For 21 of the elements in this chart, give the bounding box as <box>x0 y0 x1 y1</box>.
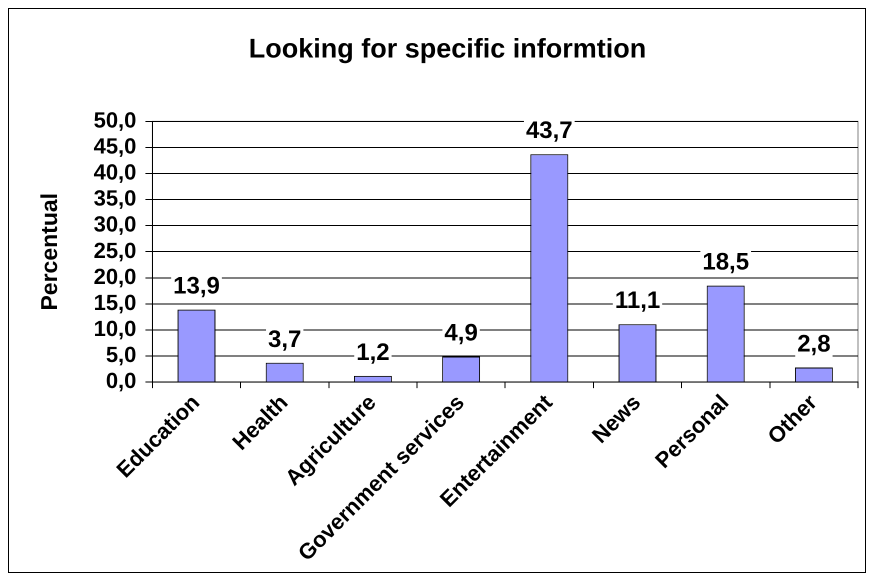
data-label: 13,9 <box>173 272 220 300</box>
y-tick-label: 15,0 <box>94 290 136 315</box>
y-tick-label: 20,0 <box>94 264 136 289</box>
y-tick-label: 50,0 <box>94 107 136 132</box>
y-axis-title: Percentual <box>36 192 62 311</box>
data-label: 4,9 <box>444 320 478 347</box>
data-label: 3,7 <box>268 326 302 353</box>
y-tick-label: 45,0 <box>94 134 136 159</box>
y-tick-label: 25,0 <box>94 238 136 263</box>
chart-title: Looking for specific informtion <box>248 34 646 64</box>
y-tick-label: 40,0 <box>94 160 136 185</box>
y-tick-label: 0,0 <box>106 368 136 394</box>
y-tick-label: 10,0 <box>94 316 136 342</box>
data-label: 2,8 <box>797 330 831 358</box>
data-label: 18,5 <box>702 248 750 276</box>
y-tick-label: 30,0 <box>94 212 136 237</box>
y-tick-label: 35,0 <box>94 186 136 211</box>
data-label: 43,7 <box>526 117 573 144</box>
data-label: 11,1 <box>614 287 660 314</box>
y-tick-label: 5,0 <box>106 342 136 368</box>
data-label: 1,2 <box>356 338 390 366</box>
